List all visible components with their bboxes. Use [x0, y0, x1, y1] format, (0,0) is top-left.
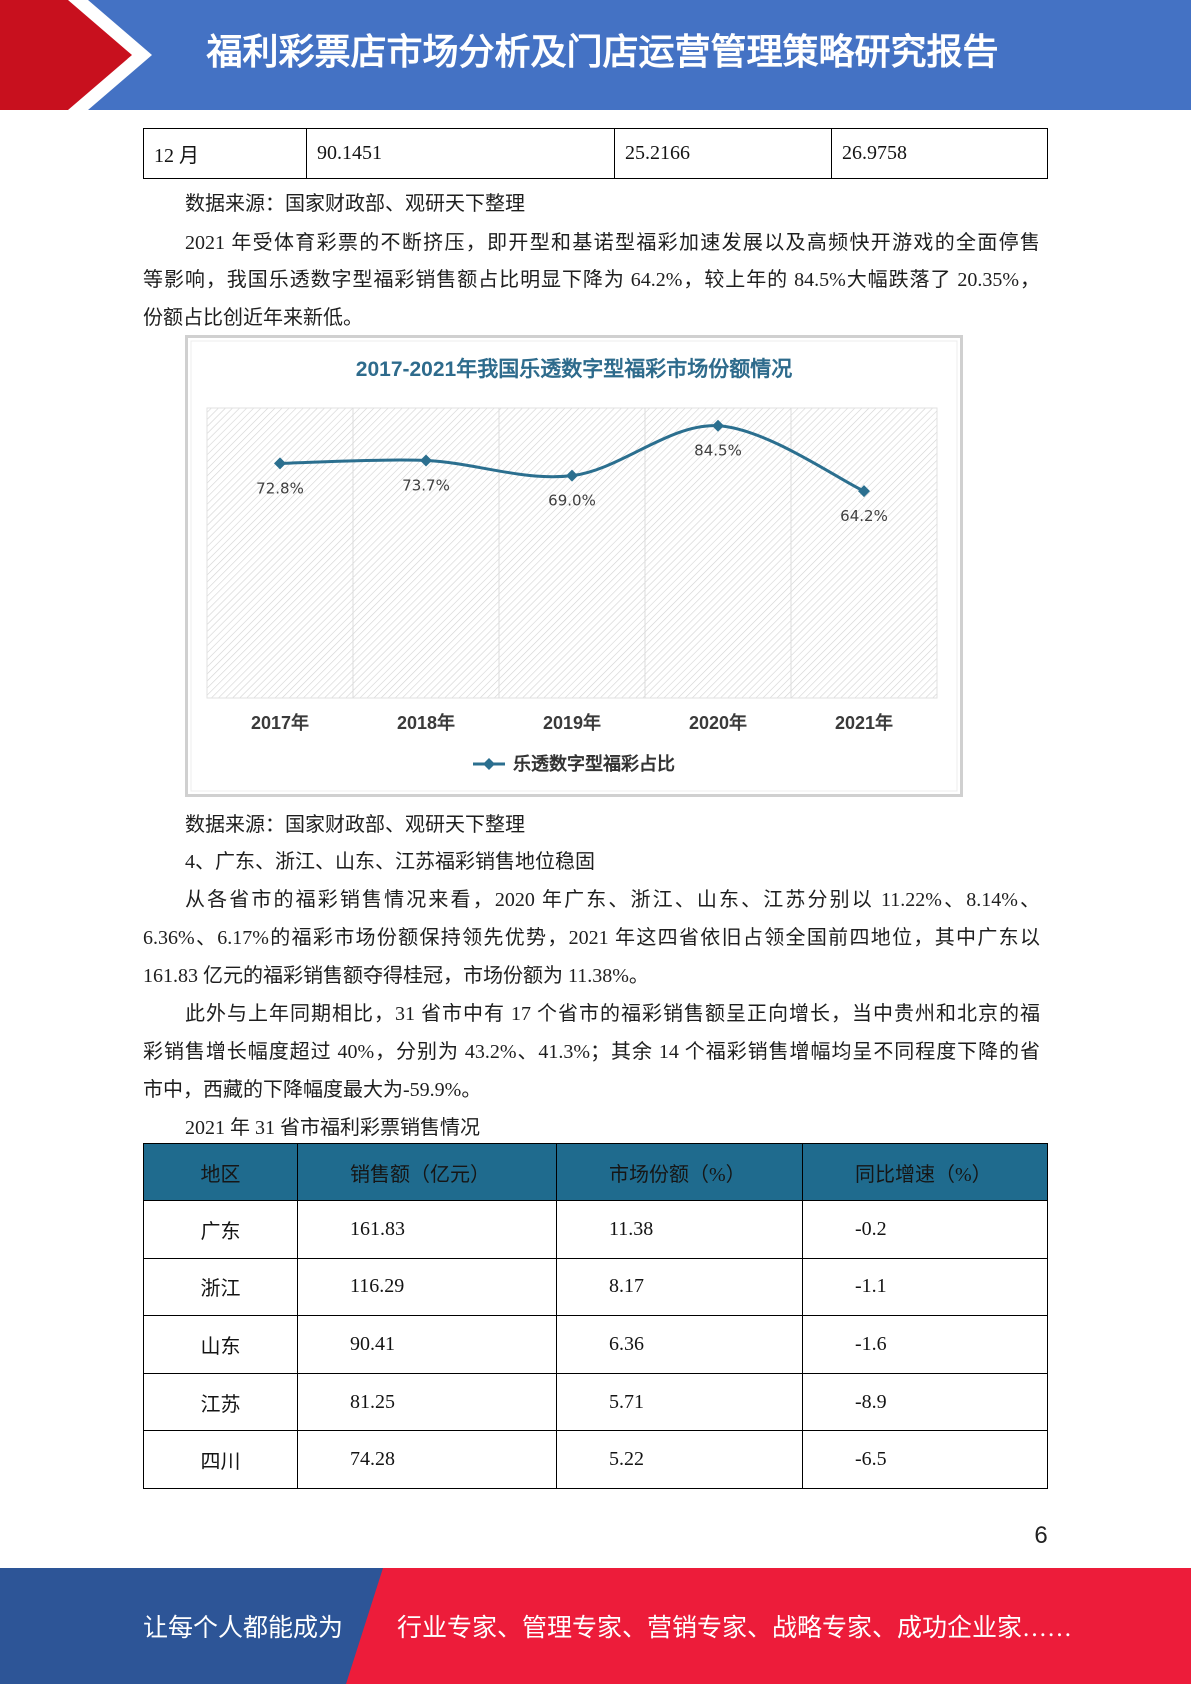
table-header-cell: 市场份额（%） [556, 1143, 803, 1201]
section-heading: 4、广东、浙江、山东、江苏福彩销售地位稳固 [185, 851, 595, 873]
paragraph-line: 此外与上年同期相比，31 省市中有 17 个省市的福彩销售额呈正向增长，当中贵州… [185, 1003, 1040, 1025]
paragraph-line: 市中，西藏的下降幅度最大为-59.9%。 [143, 1079, 482, 1101]
x-tick-label: 2017年 [251, 712, 309, 733]
table-cell: 6.36 [556, 1315, 803, 1374]
table-cell: 12 月 [143, 128, 307, 179]
data-label: 84.5% [694, 442, 742, 460]
page-header: 福利彩票店市场分析及门店运营管理策略研究报告 [0, 0, 1191, 110]
table-caption: 2021 年 31 省市福利彩票销售情况 [185, 1117, 480, 1139]
data-label: 72.8% [256, 479, 304, 497]
table-cell: 5.71 [556, 1372, 803, 1432]
chart-canvas: 2017-2021年我国乐透数字型福彩市场份额情况 2017年 2018年 2019… [185, 335, 963, 797]
table-cell: 26.9758 [831, 128, 1048, 179]
data-label: 69.0% [548, 492, 596, 510]
table-cell: 5.22 [556, 1430, 803, 1489]
data-label: 64.2% [840, 507, 888, 525]
table-cell: 浙江 [143, 1257, 298, 1317]
x-tick-label: 2018年 [397, 712, 455, 733]
x-tick-label: 2020年 [689, 712, 747, 733]
footer-blue-band [0, 1568, 383, 1684]
table-cell: 90.1451 [306, 128, 615, 179]
table-cell: -0.2 [802, 1200, 1048, 1259]
province-sales-table: 地区 销售额（亿元） 市场份额（%） 同比增速（%） 广东 161.83 11.… [143, 1143, 1048, 1489]
header-banner [0, 0, 1191, 110]
table-cell: -6.5 [802, 1430, 1048, 1489]
plot-area [206, 407, 938, 699]
table-cell: 90.41 [297, 1315, 557, 1374]
x-tick-label: 2019年 [543, 712, 601, 733]
table-cell: 161.83 [297, 1200, 557, 1259]
table-row: 浙江 116.29 8.17 -1.1 [143, 1257, 1048, 1317]
paragraph-line: 161.83 亿元的福彩销售额夺得桂冠，市场份额为 11.38%。 [143, 965, 649, 987]
paragraph-line: 份额占比创近年来新低。 [143, 307, 363, 329]
table-row: 四川 74.28 5.22 -6.5 [143, 1430, 1048, 1489]
table-header-cell: 地区 [143, 1143, 298, 1201]
header-blue-band [0, 0, 1191, 110]
table-cell: 广东 [143, 1200, 298, 1259]
chart-title: 2017-2021年我国乐透数字型福彩市场份额情况 [356, 357, 792, 381]
legend-marker-swatch [483, 758, 495, 770]
data-point-marker [566, 469, 578, 482]
table-cell: -8.9 [802, 1372, 1048, 1432]
data-point-marker [858, 485, 870, 498]
paragraph-line: 等影响，我国乐透数字型福彩销售额占比明显下降为 64.2%，较上年的 84.5%… [143, 269, 1040, 291]
table-row: 12 月 90.1451 25.2166 26.9758 [143, 128, 1048, 179]
table-cell: 11.38 [556, 1200, 803, 1259]
table-cell: 8.17 [556, 1257, 803, 1317]
footer-slogan-right: 行业专家、管理专家、营销专家、战略专家、成功企业家…… [397, 1615, 1073, 1642]
chart-legend: 乐透数字型福彩占比 [473, 753, 675, 774]
paragraph-line: 彩销售增长幅度超过 40%，分别为 43.2%、41.3%；其余 14 个福彩销… [143, 1041, 1040, 1063]
data-label: 73.7% [402, 477, 450, 495]
x-tick-label: 2021年 [835, 712, 893, 733]
table-cell: 四川 [143, 1430, 298, 1489]
market-share-chart: 2017-2021年我国乐透数字型福彩市场份额情况 2017年 2018年 2019… [185, 335, 963, 797]
table-cell: 74.28 [297, 1430, 557, 1489]
table-cell: 25.2166 [614, 128, 832, 179]
footer-banner [0, 1568, 1191, 1684]
table-cell: 81.25 [297, 1372, 557, 1432]
table-header-cell: 销售额（亿元） [297, 1143, 557, 1201]
table-cell: -1.1 [802, 1257, 1048, 1317]
header-arrow-icon [0, 0, 132, 110]
source-note: 数据来源：国家财政部、观研天下整理 [185, 193, 525, 215]
table-cell: 116.29 [297, 1257, 557, 1317]
table-header-row: 地区 销售额（亿元） 市场份额（%） 同比增速（%） [143, 1143, 1048, 1201]
report-title: 福利彩票店市场分析及门店运营管理策略研究报告 [206, 31, 999, 72]
source-note: 数据来源：国家财政部、观研天下整理 [185, 814, 525, 836]
data-point-marker [712, 419, 724, 432]
table-cell: 山东 [143, 1315, 298, 1374]
page-footer: 让每个人都能成为 行业专家、管理专家、营销专家、战略专家、成功企业家…… [0, 1568, 1191, 1684]
table-row: 江苏 81.25 5.71 -8.9 [143, 1372, 1048, 1432]
paragraph-line: 2021 年受体育彩票的不断挤压，即开型和基诺型福彩加速发展以及高频快开游戏的全… [185, 232, 1040, 254]
table-row: 山东 90.41 6.36 -1.6 [143, 1315, 1048, 1374]
table-row: 广东 161.83 11.38 -0.2 [143, 1200, 1048, 1259]
legend-label: 乐透数字型福彩占比 [513, 753, 675, 774]
table-cell: -1.6 [802, 1315, 1048, 1374]
page-number: 6 [1034, 1522, 1048, 1549]
data-point-marker [420, 454, 432, 467]
footer-slogan-left: 让每个人都能成为 [143, 1615, 344, 1642]
table-cell: 江苏 [143, 1372, 298, 1432]
chart-inner-frame [190, 340, 958, 792]
monthly-data-table: 12 月 90.1451 25.2166 26.9758 [143, 128, 1048, 179]
data-point-marker [274, 457, 286, 470]
table-header-cell: 同比增速（%） [802, 1143, 1048, 1201]
paragraph-line: 从各省市的福彩销售情况来看，2020 年广东、浙江、山东、江苏分别以 11.22… [185, 889, 1040, 911]
paragraph-line: 6.36%、6.17%的福彩市场份额保持领先优势，2021 年这四省依旧占领全国… [143, 927, 1040, 949]
chart-marks: 2017年 2018年 2019年 2020年 2021年 72.8% 73.7% 69.0%… [251, 408, 893, 733]
